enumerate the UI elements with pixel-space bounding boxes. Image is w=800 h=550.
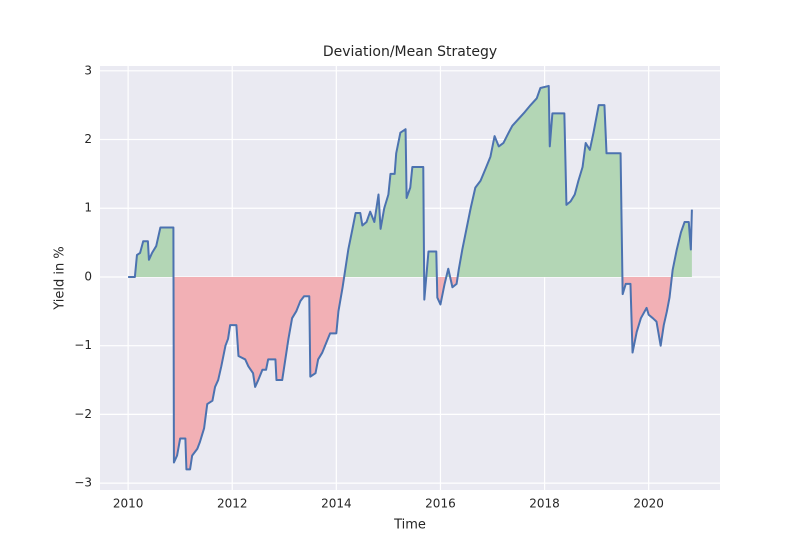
y-tick-label: 0: [84, 269, 92, 283]
area-negative: [173, 276, 672, 470]
y-tick-label: −1: [74, 338, 92, 352]
y-tick-label: 2: [84, 132, 92, 146]
y-axis-label: Yield in %: [53, 246, 68, 310]
x-tick-label: 2014: [321, 497, 352, 511]
x-tick-label: 2012: [217, 497, 248, 511]
line: [128, 84, 693, 471]
x-tick-label: 2016: [425, 497, 456, 511]
y-tick-label: −3: [74, 476, 92, 490]
y-tick-label: 1: [84, 201, 92, 215]
chart-title: Deviation/Mean Strategy: [323, 44, 497, 60]
y-tick-label: 3: [84, 63, 92, 77]
x-tick-label: 2010: [113, 497, 144, 511]
x-tick-label: 2020: [633, 497, 664, 511]
y-tick-label: −2: [74, 407, 92, 421]
x-tick-label: 2018: [529, 497, 560, 511]
x-axis-label: Time: [393, 518, 426, 533]
